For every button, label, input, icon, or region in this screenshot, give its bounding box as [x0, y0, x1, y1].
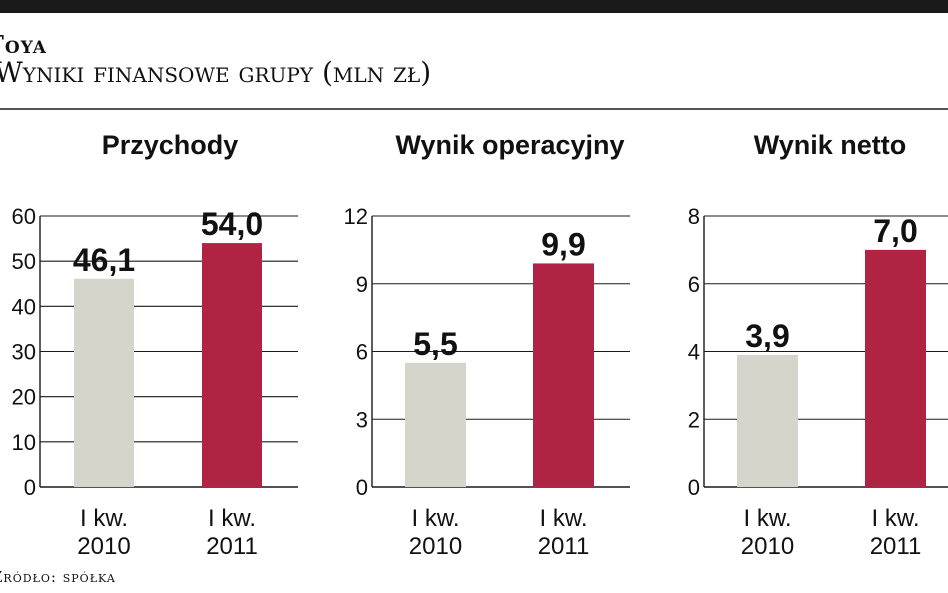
y-tick-label: 8 [688, 204, 700, 229]
source-note: Źródło: spółka [0, 568, 116, 586]
bar-value-label: 54,0 [201, 206, 263, 242]
y-tick-label: 2 [688, 407, 700, 432]
top-bar [0, 0, 948, 13]
chart-title: Wynik operacyjny [395, 130, 624, 160]
y-tick-label: 0 [24, 475, 36, 500]
y-tick-label: 60 [12, 204, 36, 229]
bar-value-label: 3,9 [745, 318, 789, 354]
y-tick-label: 9 [356, 272, 368, 297]
y-tick-label: 40 [12, 294, 36, 319]
y-tick-label: 0 [356, 475, 368, 500]
y-tick-label: 10 [12, 430, 36, 455]
y-tick-label: 12 [344, 204, 368, 229]
x-category-label: I kw. [871, 505, 919, 532]
y-tick-label: 4 [688, 340, 700, 365]
chart-title: Wynik netto [754, 130, 907, 160]
x-category-year: 2010 [741, 533, 794, 560]
x-category-label: I kw. [411, 505, 459, 532]
bar-value-label: 5,5 [413, 326, 457, 362]
x-category-label: I kw. [80, 505, 128, 532]
x-category-label: I kw. [539, 505, 587, 532]
bar-value-label: 9,9 [541, 226, 585, 262]
figure-subtitle: Wyniki finansowe grupy (mln zł) [0, 56, 432, 89]
x-category-year: 2011 [870, 533, 922, 560]
x-category-year: 2010 [77, 533, 130, 560]
y-tick-label: 6 [688, 272, 700, 297]
y-tick-label: 20 [12, 385, 36, 410]
bar [202, 243, 262, 487]
x-category-label: I kw. [208, 505, 256, 532]
x-category-year: 2010 [409, 533, 462, 560]
bar [533, 263, 594, 487]
x-category-year: 2011 [206, 533, 258, 560]
bar [737, 354, 798, 487]
x-category-label: I kw. [743, 505, 791, 532]
header-rule [0, 108, 948, 110]
bar-value-label: 7,0 [873, 213, 917, 249]
x-category-year: 2011 [538, 533, 590, 560]
y-tick-label: 3 [356, 407, 368, 432]
bar [405, 362, 466, 487]
y-tick-label: 6 [356, 340, 368, 365]
y-tick-label: 0 [688, 475, 700, 500]
y-tick-label: 50 [12, 249, 36, 274]
chart-title: Przychody [102, 130, 239, 160]
bar-value-label: 46,1 [73, 242, 135, 278]
company-name: Toya [0, 30, 47, 59]
bar [74, 278, 134, 487]
y-tick-label: 30 [12, 340, 36, 365]
bar [865, 249, 926, 487]
